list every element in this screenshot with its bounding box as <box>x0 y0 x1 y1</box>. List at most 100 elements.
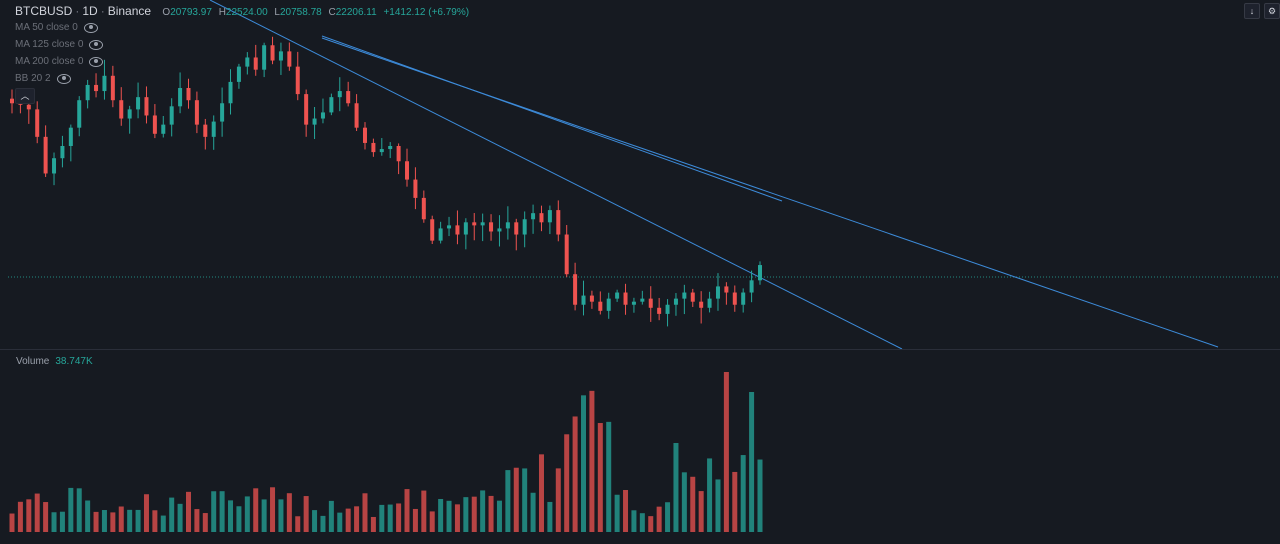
candle-body <box>85 84 90 101</box>
volume-bar <box>715 479 721 532</box>
candle-body <box>253 57 258 70</box>
volume-bar <box>312 510 318 532</box>
volume-bar <box>118 506 124 532</box>
volume-bar <box>286 493 292 532</box>
volume-bar <box>34 493 40 532</box>
eye-icon[interactable] <box>83 22 98 33</box>
candle-body <box>657 307 662 314</box>
symbol-name[interactable]: BTCBUSD <box>15 4 73 18</box>
volume-bar <box>17 501 23 532</box>
candle-body <box>682 292 687 299</box>
volume-bar <box>656 506 662 532</box>
volume-bar <box>522 468 528 532</box>
candle-body <box>505 222 510 229</box>
indicator-bb[interactable]: BB 20 2 <box>15 73 71 84</box>
volume-bar <box>496 500 502 532</box>
candle-body <box>514 222 519 235</box>
candle-body <box>480 222 485 226</box>
volume-bar <box>244 496 250 532</box>
candle-body <box>623 292 628 305</box>
candle-body <box>379 149 384 153</box>
candle-body <box>110 75 115 101</box>
candle-body <box>606 298 611 311</box>
candle-body <box>371 142 376 153</box>
eye-icon[interactable] <box>56 73 71 84</box>
chevron-up-icon[interactable]: ︿ <box>15 88 35 104</box>
arrow-down-icon[interactable]: ↓ <box>1244 3 1260 19</box>
settings-icon[interactable]: ⚙ <box>1264 3 1280 19</box>
volume-bar <box>278 499 284 532</box>
volume-bar <box>530 492 536 532</box>
eye-icon[interactable] <box>89 56 104 67</box>
volume-bar <box>614 494 620 532</box>
volume-bar <box>623 489 629 532</box>
candle-body <box>144 97 149 116</box>
volume-bar <box>320 515 326 532</box>
change-value: +1412.12 (+6.79%) <box>383 7 470 18</box>
candle-body <box>312 118 317 125</box>
volume-bar <box>135 509 141 532</box>
candle-body <box>438 228 443 241</box>
volume-bar <box>160 515 166 532</box>
volume-bar <box>429 511 435 532</box>
volume-bar <box>143 494 149 532</box>
candle-body <box>463 222 468 235</box>
volume-bar <box>681 472 687 532</box>
volume-bar <box>219 491 225 532</box>
volume-value: 38.747K <box>55 356 93 367</box>
trendline <box>321 35 783 202</box>
candle-body <box>749 280 754 293</box>
indicator-ma200[interactable]: MA 200 close 0 <box>15 56 104 67</box>
eye-icon[interactable] <box>89 39 104 50</box>
volume-bar <box>564 434 570 532</box>
indicator-ma125[interactable]: MA 125 close 0 <box>15 39 104 50</box>
interval-label[interactable]: 1D <box>82 4 98 18</box>
volume-bar <box>690 476 696 532</box>
candle-body <box>665 304 670 314</box>
volume-bar <box>581 395 587 532</box>
candle-body <box>304 94 309 125</box>
indicator-ma50[interactable]: MA 50 close 0 <box>15 22 98 33</box>
volume-bar <box>555 468 561 532</box>
symbol-legend: BTCBUSD · 1D · Binance O20793.97 H22524.00 L… <box>15 4 470 18</box>
volume-legend: Volume 38.747K <box>16 356 93 367</box>
volume-bar <box>572 416 578 532</box>
ohlc-values: O20793.97 H22524.00 L20758.78 C22206.11 … <box>162 7 470 18</box>
candle-body <box>26 104 31 110</box>
candle-body <box>278 51 283 61</box>
volume-bar <box>362 493 368 532</box>
candle-body <box>320 112 325 119</box>
high-value: 22524.00 <box>225 7 268 18</box>
volume-bar <box>513 467 519 532</box>
candle-body <box>152 115 157 134</box>
close-value: 22206.11 <box>335 7 377 18</box>
volume-bar <box>228 500 234 532</box>
volume-bar <box>463 497 469 532</box>
candle-body <box>220 103 225 122</box>
volume-bar <box>303 496 309 532</box>
candle-body <box>405 161 410 180</box>
candle-body <box>43 136 48 174</box>
volume-bar <box>295 516 301 532</box>
volume-bar <box>354 506 360 532</box>
open-value: 20793.97 <box>170 7 212 18</box>
volume-bar <box>270 487 276 532</box>
pane-separator[interactable] <box>0 349 1280 350</box>
candle-body <box>295 66 300 95</box>
volume-bar <box>606 421 612 532</box>
volume-bar <box>421 490 427 532</box>
candle-body <box>724 286 729 293</box>
volume-bar <box>76 488 82 532</box>
candle-body <box>531 213 536 220</box>
candle-body <box>270 45 275 61</box>
candle-body <box>60 146 65 159</box>
candle-body <box>211 121 216 137</box>
candle-body <box>169 106 174 125</box>
candle-body <box>18 103 23 105</box>
candle-body <box>547 210 552 223</box>
candle-body <box>354 103 359 128</box>
volume-bar <box>345 508 351 532</box>
candle-body <box>430 219 435 241</box>
candle-body <box>472 222 477 226</box>
